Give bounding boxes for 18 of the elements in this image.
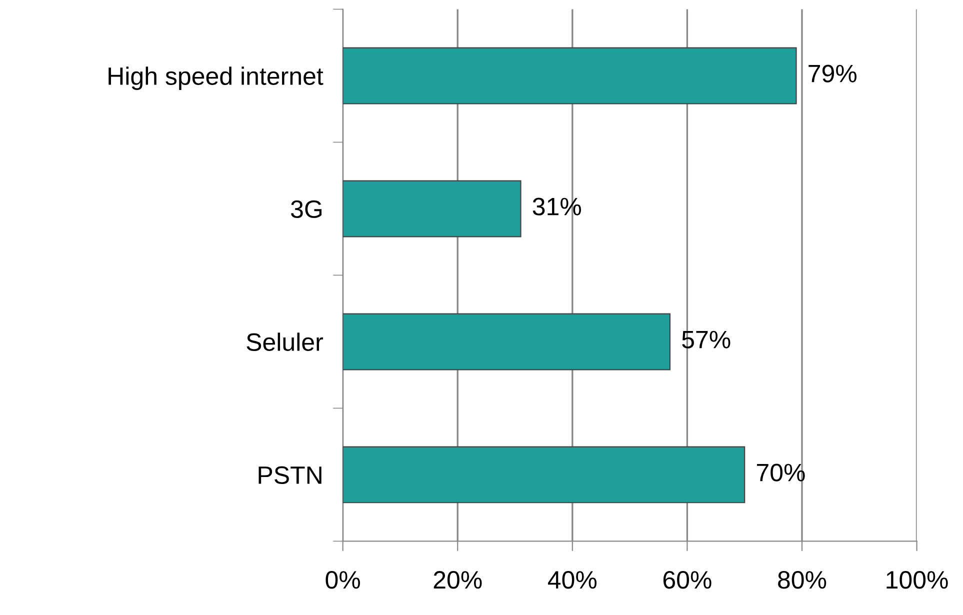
x-tick-label: 0%: [326, 571, 360, 589]
bar: [342, 446, 746, 504]
data-label: 70%: [756, 464, 805, 482]
y-tick-label: PSTN: [258, 466, 322, 484]
data-label: 31%: [532, 198, 582, 216]
y-tick-label: Seluler: [246, 332, 323, 352]
x-tick-label: 40%: [548, 571, 597, 589]
y-tick-label: High speed internet: [108, 66, 324, 90]
bar: [342, 47, 797, 104]
y-tick-label: 3G: [290, 200, 322, 218]
x-tick-label: 20%: [434, 571, 482, 589]
data-label: 57%: [682, 330, 730, 348]
x-tick-label: 100%: [886, 571, 948, 589]
bar: [342, 180, 522, 238]
bar: [342, 313, 671, 370]
data-label: 79%: [808, 64, 857, 82]
x-tick-label: 60%: [663, 571, 712, 589]
x-tick-label: 80%: [778, 571, 826, 589]
